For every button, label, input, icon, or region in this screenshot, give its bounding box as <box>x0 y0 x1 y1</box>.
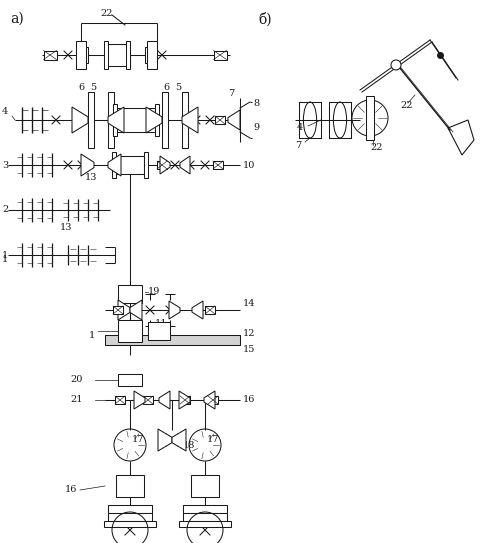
Bar <box>145 47 147 63</box>
Polygon shape <box>169 301 180 319</box>
Bar <box>205 306 215 314</box>
Text: 22: 22 <box>400 100 412 110</box>
Text: 22: 22 <box>370 143 383 153</box>
Bar <box>108 92 114 148</box>
Polygon shape <box>118 300 130 320</box>
Text: б): б) <box>258 12 271 26</box>
Bar <box>180 396 190 404</box>
Text: 5: 5 <box>175 83 181 92</box>
Bar <box>118 285 142 303</box>
Bar <box>148 322 170 340</box>
Bar <box>106 44 130 66</box>
Bar <box>118 320 142 342</box>
Bar <box>191 475 219 497</box>
Text: 16: 16 <box>65 485 77 495</box>
Bar <box>118 374 142 386</box>
Bar <box>213 50 227 60</box>
Bar <box>115 396 125 404</box>
Bar <box>147 41 157 69</box>
Bar <box>126 41 130 69</box>
Polygon shape <box>72 107 88 133</box>
Polygon shape <box>81 154 94 176</box>
Polygon shape <box>172 429 186 451</box>
Text: а): а) <box>10 12 24 26</box>
Bar <box>86 47 88 63</box>
Bar <box>104 41 108 69</box>
Bar <box>104 521 156 527</box>
Text: 13: 13 <box>85 173 98 181</box>
Bar <box>183 505 227 513</box>
Text: 3: 3 <box>2 161 8 169</box>
Text: 8: 8 <box>253 99 259 109</box>
Bar <box>208 396 218 404</box>
Text: 15: 15 <box>243 345 256 355</box>
Polygon shape <box>228 110 240 130</box>
Text: 2: 2 <box>2 205 8 214</box>
Polygon shape <box>182 107 198 133</box>
Text: 22: 22 <box>100 9 113 17</box>
Text: 5: 5 <box>90 83 96 92</box>
Bar <box>182 92 188 148</box>
Bar <box>88 92 94 148</box>
Bar <box>183 513 227 521</box>
Polygon shape <box>108 107 124 133</box>
Bar <box>108 505 152 513</box>
Polygon shape <box>108 154 121 176</box>
Text: 7: 7 <box>228 90 234 98</box>
Bar <box>155 104 159 136</box>
Polygon shape <box>160 156 170 174</box>
Text: 16: 16 <box>243 395 256 405</box>
Bar <box>116 156 144 174</box>
Polygon shape <box>130 300 142 320</box>
Text: 11: 11 <box>155 319 168 329</box>
Text: 1: 1 <box>2 256 8 264</box>
Bar <box>76 41 86 69</box>
Text: 7: 7 <box>295 141 301 149</box>
Text: 18: 18 <box>183 440 196 450</box>
Text: 20: 20 <box>70 376 83 384</box>
Polygon shape <box>448 120 474 155</box>
Bar <box>108 513 152 521</box>
Bar <box>117 108 155 132</box>
Polygon shape <box>179 391 190 409</box>
Text: 17: 17 <box>207 435 219 445</box>
Bar <box>366 96 374 140</box>
Polygon shape <box>180 156 190 174</box>
Bar <box>113 306 123 314</box>
Bar <box>113 104 117 136</box>
Text: 17: 17 <box>132 435 144 445</box>
Circle shape <box>391 60 401 70</box>
Bar <box>144 152 148 178</box>
Text: 10: 10 <box>243 161 256 169</box>
Polygon shape <box>159 391 170 409</box>
Bar <box>215 116 225 124</box>
Bar <box>116 475 144 497</box>
Polygon shape <box>134 391 145 409</box>
Text: 4: 4 <box>297 123 303 132</box>
Text: 1: 1 <box>2 250 8 260</box>
Polygon shape <box>158 429 172 451</box>
Text: 21: 21 <box>70 395 83 405</box>
Bar <box>143 396 153 404</box>
Text: 19: 19 <box>148 287 160 296</box>
Bar <box>162 92 168 148</box>
Bar <box>157 161 167 169</box>
Text: 6: 6 <box>78 83 84 92</box>
Bar <box>213 161 223 169</box>
Bar <box>43 50 57 60</box>
Polygon shape <box>204 391 215 409</box>
Polygon shape <box>146 107 162 133</box>
Bar <box>179 521 231 527</box>
Text: 9: 9 <box>253 123 259 132</box>
Text: 4: 4 <box>2 108 8 117</box>
Text: 13: 13 <box>60 224 72 232</box>
Text: 6: 6 <box>163 83 169 92</box>
Bar <box>105 335 240 345</box>
Polygon shape <box>192 301 203 319</box>
Bar <box>112 152 116 178</box>
Bar <box>105 335 240 345</box>
Text: 1: 1 <box>89 331 95 339</box>
Text: 14: 14 <box>243 300 256 308</box>
Text: 12: 12 <box>243 330 256 338</box>
